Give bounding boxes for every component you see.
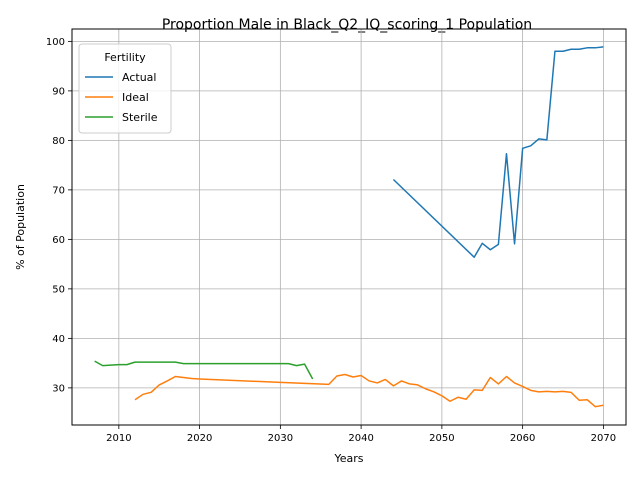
legend: Fertility Actual Ideal Sterile [78, 43, 172, 134]
y-tick-label: 60 [52, 235, 65, 246]
series-line-ideal [134, 373, 604, 408]
legend-title: Fertility [104, 51, 146, 64]
x-tick-label: 2010 [106, 433, 131, 444]
axis-ticks: 2010 2020 2030 2040 2050 2060 2070 30 40 50 60 70 80… [46, 37, 616, 444]
legend-entries: Actual Ideal Sterile [85, 71, 158, 124]
series-lines [94, 46, 604, 408]
series-line-sterile [94, 360, 314, 380]
chart-title: Proportion Male in Black_Q2_IQ_scoring_1… [162, 17, 532, 33]
series-line-actual [392, 46, 604, 258]
legend-box [78, 43, 172, 134]
x-tick-label: 2060 [510, 433, 535, 444]
y-tick-label: 40 [52, 334, 65, 345]
y-tick-label: 90 [52, 86, 65, 97]
x-axis-title: Years [333, 452, 363, 465]
y-tick-label: 70 [52, 185, 65, 196]
y-axis-title: % of Population [14, 184, 27, 270]
legend-label-sterile: Sterile [122, 111, 158, 124]
x-tick-label: 2030 [268, 433, 293, 444]
y-tick-label: 100 [46, 37, 65, 48]
plot-frame [71, 28, 627, 426]
y-tick-label: 30 [52, 383, 65, 394]
y-tick-label: 80 [52, 136, 65, 147]
grid [72, 29, 626, 425]
x-tick-label: 2070 [591, 433, 616, 444]
y-tick-label: 50 [52, 284, 65, 295]
x-tick-label: 2040 [348, 433, 373, 444]
legend-label-ideal: Ideal [122, 91, 149, 104]
legend-label-actual: Actual [122, 71, 156, 84]
x-tick-label: 2050 [429, 433, 454, 444]
x-tick-label: 2020 [187, 433, 212, 444]
